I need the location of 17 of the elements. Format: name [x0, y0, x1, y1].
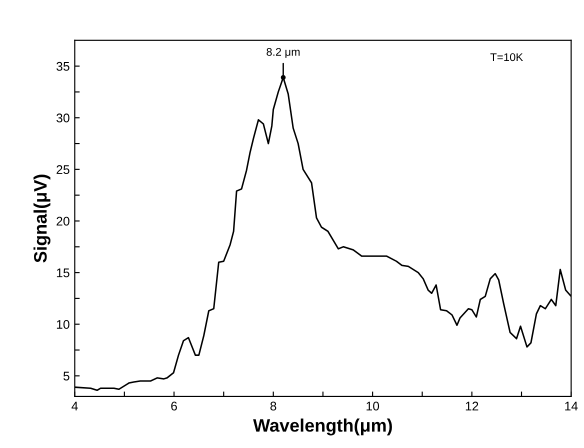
x-tick-label: 12 — [466, 402, 478, 410]
y-tick-label: 30 — [56, 114, 70, 122]
x-tick-label: 8 — [270, 402, 276, 411]
y-axis-title: Signal(μV) — [34, 174, 50, 263]
y-tick-label: 20 — [56, 216, 70, 226]
annotation: T=10K — [490, 53, 524, 62]
y-tick-label: 25 — [56, 165, 70, 174]
y-tick-label: 5 — [63, 372, 70, 380]
x-axis-title: Wavelength(μm) — [253, 418, 392, 436]
x-tick-label: 14 — [565, 402, 578, 410]
annotation: 8.2 μm — [266, 48, 300, 58]
x-tick-label: 4 — [72, 402, 78, 410]
x-tick-label: 6 — [171, 402, 177, 411]
y-tick-label: 10 — [56, 320, 70, 329]
y-tick-label: 15 — [56, 268, 70, 278]
x-tick-label: 10 — [366, 402, 380, 411]
y-tick-label: 35 — [56, 62, 70, 71]
